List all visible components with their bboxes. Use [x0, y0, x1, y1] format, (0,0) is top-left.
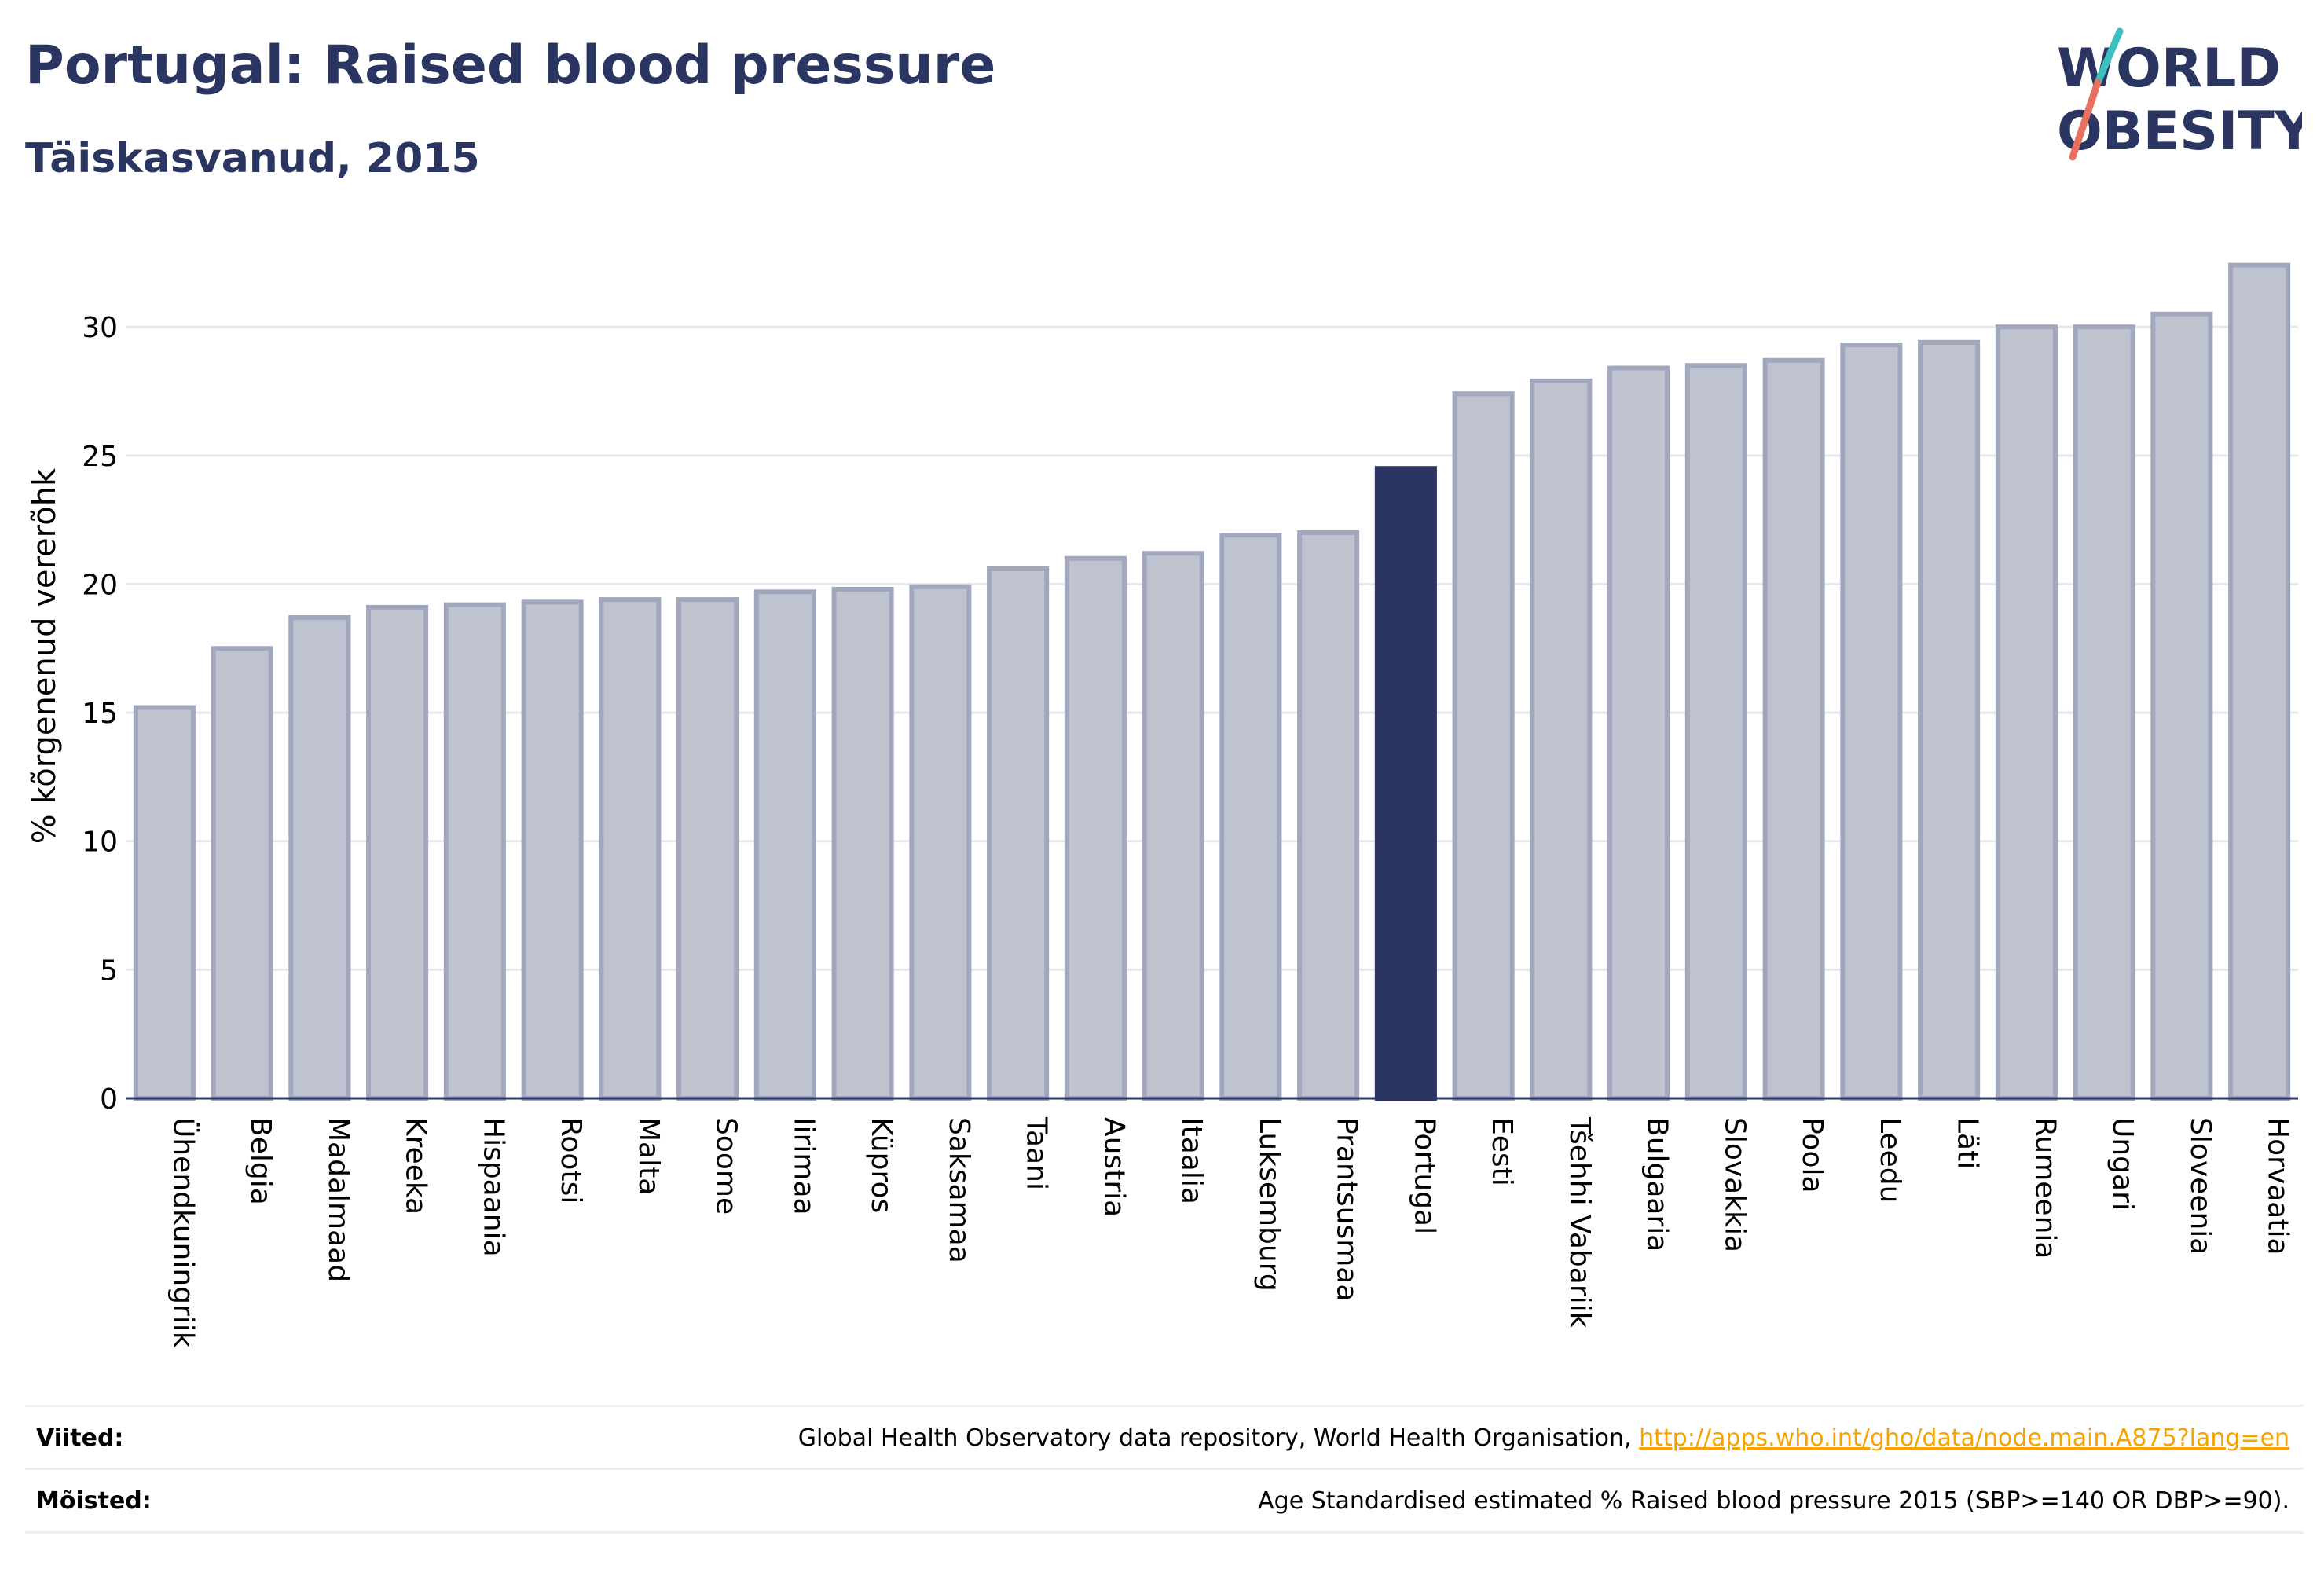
bar — [133, 705, 196, 1101]
definitions-text: Age Standardised estimated % Raised bloo… — [1258, 1486, 2289, 1515]
y-tick-label: 30 — [82, 312, 118, 344]
y-tick-label: 25 — [82, 441, 118, 473]
bar — [1452, 391, 1515, 1101]
definitions-label: Mõisted: — [36, 1486, 152, 1515]
x-tick-label: Rumeenia — [2029, 1117, 2061, 1259]
footer-definitions: Mõisted: Age Standardised estimated % Ra… — [25, 1468, 2304, 1534]
x-tick-label: Ungari — [2106, 1117, 2139, 1211]
chart-subtitle: Täiskasvanud, 2015 — [25, 135, 480, 182]
x-tick-label: Saksamaa — [943, 1117, 975, 1263]
bar — [676, 597, 739, 1101]
bar — [987, 566, 1050, 1101]
bar — [1684, 363, 1747, 1101]
y-tick-label: 0 — [100, 1083, 118, 1116]
x-tick-label: Läti — [1952, 1117, 1984, 1169]
bar — [1142, 551, 1204, 1101]
y-tick-label: 10 — [82, 826, 118, 859]
x-tick-label: Slovakkia — [1718, 1117, 1750, 1252]
x-tick-label: Iirimaa — [787, 1117, 819, 1215]
x-tick-label: Leedu — [1874, 1117, 1906, 1203]
x-tick-label: Horvaatia — [2262, 1117, 2294, 1255]
bar — [753, 589, 816, 1101]
x-tick-label: Itaalia — [1175, 1117, 1208, 1204]
references-link[interactable]: http://apps.who.int/gho/data/node.main.A… — [1639, 1424, 2289, 1452]
footer-references: Viited: Global Health Observatory data r… — [25, 1405, 2304, 1468]
bar — [1762, 357, 1825, 1101]
x-tick-label: Poola — [1796, 1117, 1828, 1193]
bar — [1219, 533, 1282, 1101]
bar — [1064, 555, 1127, 1101]
x-tick-label: Prantsusmaa — [1331, 1117, 1363, 1301]
x-tick-label: Bulgaaria — [1641, 1117, 1673, 1252]
x-tick-label: Ühendkuningriik — [167, 1117, 200, 1348]
x-tick-label: Tšehhi Vabariik — [1563, 1116, 1596, 1329]
bar — [1918, 339, 1981, 1101]
bar-highlight — [1374, 466, 1437, 1101]
world-obesity-logo: WORLD OBESITY — [2057, 27, 2302, 163]
x-tick-label: Kreeka — [400, 1117, 432, 1215]
chart-title: Portugal: Raised blood pressure — [25, 35, 996, 97]
x-tick-label: Küpros — [865, 1117, 897, 1213]
bar — [443, 602, 506, 1101]
y-tick-label: 20 — [82, 569, 118, 601]
x-tick-label: Sloveenia — [2184, 1117, 2216, 1255]
x-tick-label: Madalmaad — [322, 1117, 354, 1282]
bar — [2073, 324, 2135, 1101]
bar — [211, 646, 273, 1101]
x-tick-label: Eesti — [1486, 1117, 1518, 1186]
bar — [599, 597, 662, 1101]
references-text: Global Health Observatory data repositor… — [798, 1424, 2304, 1452]
axes: 0 5 10 15 20 25 30 Ühendkuningriik Belgia Madalma… — [82, 312, 2298, 1348]
logo-line2: OBESITY — [2057, 101, 2302, 163]
x-tick-label: Portugal — [1408, 1117, 1440, 1234]
logo-slash-teal — [2094, 27, 2124, 86]
x-tick-label: Soome — [710, 1117, 742, 1215]
references-label: Viited: — [36, 1424, 124, 1452]
bar — [1607, 365, 1670, 1101]
y-tick-label: 15 — [82, 698, 118, 730]
bar — [2228, 262, 2291, 1101]
bar — [2150, 311, 2213, 1101]
bar — [1530, 378, 1593, 1101]
bar — [521, 599, 584, 1101]
x-tick-label: Luksemburg — [1253, 1117, 1285, 1292]
bar — [1297, 530, 1360, 1101]
bar — [1840, 343, 1903, 1101]
bar-chart: 0 5 10 15 20 25 30 Ühendkuningriik Belgia Madalma… — [27, 262, 2298, 1348]
x-tick-label: Hispaania — [477, 1117, 509, 1257]
x-tick-label: Taani — [1021, 1116, 1053, 1190]
x-tick-label: Rootsi — [555, 1117, 587, 1204]
bar — [366, 604, 429, 1101]
bar — [831, 587, 894, 1101]
references-source: Global Health Observatory data repositor… — [797, 1424, 1632, 1452]
bar — [288, 615, 351, 1101]
bars — [133, 262, 2291, 1101]
bar — [1995, 324, 2058, 1101]
y-tick-label: 5 — [100, 955, 118, 987]
x-tick-label: Malta — [632, 1117, 665, 1195]
y-axis-label: % kõrgenenud vererõhk — [27, 467, 63, 844]
x-tick-label: Belgia — [244, 1117, 277, 1205]
logo-slash-coral — [2069, 79, 2102, 161]
bar — [909, 584, 972, 1101]
x-tick-label: Austria — [1098, 1117, 1130, 1217]
